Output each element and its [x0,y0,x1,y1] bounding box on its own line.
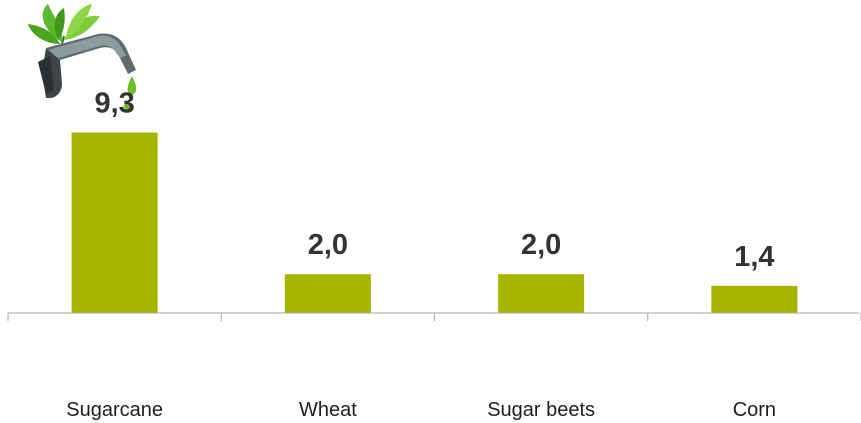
category-label: Sugarcane [66,399,163,421]
bar-wheat [284,274,371,313]
data-label: 9,3 [94,88,134,120]
category-label: Corn [733,399,776,421]
data-label: 2,0 [521,229,561,261]
biofuel-nozzle-icon [28,4,137,110]
data-label: 1,4 [734,241,774,273]
bars-group [71,132,798,313]
category-label: Sugar beets [487,399,595,421]
value-labels-group: 9,3 2,0 2,0 1,4 [94,88,774,273]
data-label: 2,0 [308,229,348,261]
x-axis-ticks [7,313,861,321]
x-axis-category-labels: Sugarcane Wheat Sugar beets Corn [66,399,776,421]
bar-sugar-beets [498,274,585,313]
category-label: Wheat [299,399,357,421]
bar-sugarcane [71,132,158,313]
bar-corn [711,285,798,313]
